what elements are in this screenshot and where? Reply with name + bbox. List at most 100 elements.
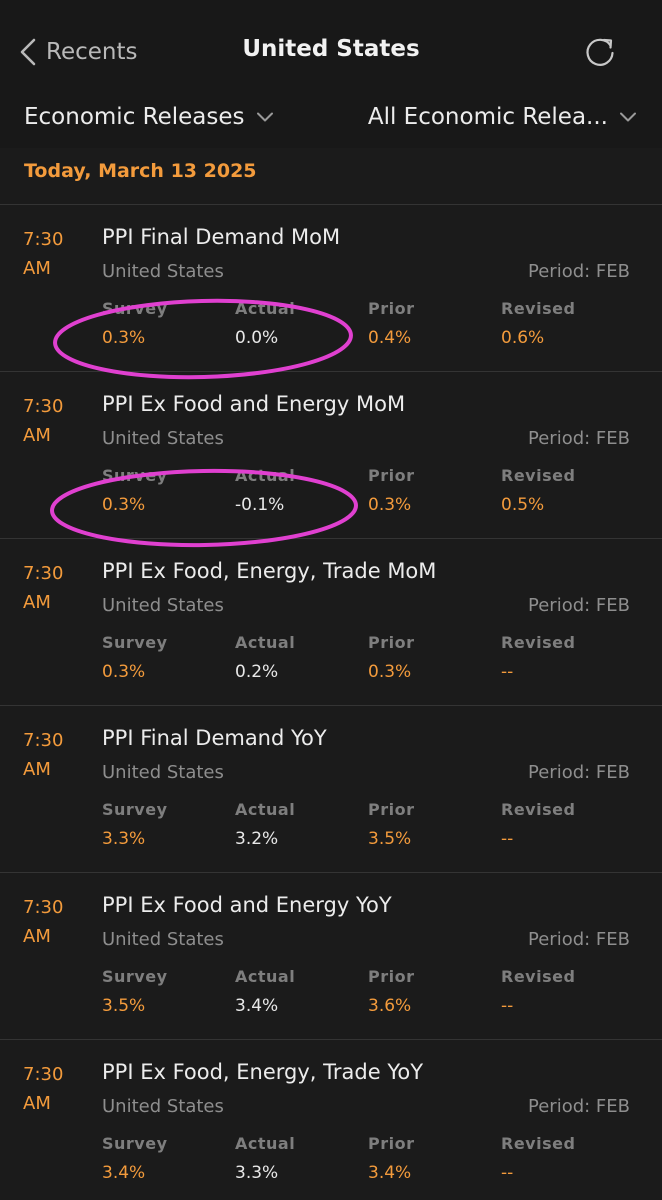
category-dropdown-label: Economic Releases [24,104,245,130]
prior-value: 0.3% [368,662,412,682]
release-period: Period: FEB [528,1096,630,1117]
release-name: PPI Ex Food and Energy MoM [102,392,406,416]
release-time: 7:30 AM [23,1064,64,1114]
release-name: PPI Ex Food, Energy, Trade MoM [102,559,437,583]
survey-label: Survey [102,1134,168,1153]
release-row[interactable]: 7:30 AM PPI Ex Food, Energy, Trade MoM Un… [0,538,662,705]
actual-stat: Actual 0.0% [235,299,345,348]
revised-stat: Revised -- [501,800,611,849]
revised-value: -- [501,662,514,682]
revised-label: Revised [501,800,576,819]
refresh-button[interactable] [582,34,618,70]
actual-value: -0.1% [235,495,285,515]
survey-value: 3.3% [102,829,146,849]
release-name: PPI Ex Food, Energy, Trade YoY [102,1060,424,1084]
prior-stat: Prior 3.6% [368,967,478,1016]
actual-stat: Actual 3.2% [235,800,345,849]
date-header: Today, March 13 2025 [24,160,257,182]
survey-stat: Survey 3.5% [102,967,212,1016]
release-country: United States [102,428,224,449]
revised-stat: Revised -- [501,1134,611,1183]
release-list: 7:30 AM PPI Final Demand MoM United State… [0,204,662,1200]
chevron-down-icon [256,112,273,122]
release-period: Period: FEB [528,762,630,783]
prior-label: Prior [368,466,415,485]
prior-label: Prior [368,1134,415,1153]
revised-label: Revised [501,633,576,652]
revised-value: 0.5% [501,495,545,515]
actual-stat: Actual 3.4% [235,967,345,1016]
revised-stat: Revised 0.6% [501,299,611,348]
revised-stat: Revised 0.5% [501,466,611,515]
prior-label: Prior [368,800,415,819]
filter-bar: Economic Releases All Economic Relea... [0,100,662,148]
survey-label: Survey [102,299,168,318]
actual-value: 3.2% [235,829,279,849]
survey-stat: Survey 0.3% [102,466,212,515]
prior-stat: Prior 3.5% [368,800,478,849]
survey-label: Survey [102,967,168,986]
actual-label: Actual [235,466,296,485]
refresh-icon [586,38,614,66]
survey-label: Survey [102,800,168,819]
survey-value: 0.3% [102,495,146,515]
release-period: Period: FEB [528,595,630,616]
prior-label: Prior [368,967,415,986]
prior-stat: Prior 0.3% [368,466,478,515]
release-country: United States [102,595,224,616]
actual-label: Actual [235,1134,296,1153]
release-period: Period: FEB [528,929,630,950]
actual-label: Actual [235,299,296,318]
actual-stat: Actual 3.3% [235,1134,345,1183]
prior-value: 0.3% [368,495,412,515]
release-row[interactable]: 7:30 AM PPI Ex Food and Energy MoM United… [0,371,662,538]
prior-value: 3.6% [368,996,412,1016]
survey-stat: Survey 3.3% [102,800,212,849]
prior-stat: Prior 0.3% [368,633,478,682]
release-name: PPI Final Demand MoM [102,225,341,249]
release-period: Period: FEB [528,428,630,449]
revised-value: -- [501,1163,514,1183]
prior-label: Prior [368,299,415,318]
revised-stat: Revised -- [501,967,611,1016]
actual-label: Actual [235,800,296,819]
release-row[interactable]: 7:30 AM PPI Final Demand YoY United State… [0,705,662,872]
survey-value: 3.4% [102,1163,146,1183]
survey-label: Survey [102,633,168,652]
release-country: United States [102,261,224,282]
release-time: 7:30 AM [23,563,64,613]
release-name: PPI Ex Food and Energy YoY [102,893,392,917]
release-time: 7:30 AM [23,730,64,780]
category-dropdown[interactable]: Economic Releases [24,104,273,130]
release-country: United States [102,1096,224,1117]
release-time: 7:30 AM [23,229,64,279]
survey-value: 0.3% [102,662,146,682]
revised-label: Revised [501,466,576,485]
subcategory-dropdown[interactable]: All Economic Relea... [368,104,636,130]
chevron-down-icon [620,112,636,122]
revised-value: 0.6% [501,328,545,348]
back-label: Recents [46,39,138,65]
actual-value: 3.4% [235,996,279,1016]
actual-stat: Actual 0.2% [235,633,345,682]
prior-stat: Prior 0.4% [368,299,478,348]
revised-label: Revised [501,299,576,318]
revised-label: Revised [501,1134,576,1153]
prior-value: 3.4% [368,1163,412,1183]
release-row[interactable]: 7:30 AM PPI Ex Food, Energy, Trade YoY Un… [0,1039,662,1200]
survey-value: 0.3% [102,328,146,348]
release-row[interactable]: 7:30 AM PPI Ex Food and Energy YoY United… [0,872,662,1039]
prior-label: Prior [368,633,415,652]
revised-value: -- [501,829,514,849]
release-time: 7:30 AM [23,396,64,446]
subcategory-dropdown-label: All Economic Relea... [367,104,608,130]
survey-value: 3.5% [102,996,146,1016]
release-row[interactable]: 7:30 AM PPI Final Demand MoM United State… [0,204,662,371]
release-time: 7:30 AM [23,897,64,947]
revised-label: Revised [501,967,576,986]
back-button[interactable]: Recents [18,34,137,70]
actual-value: 0.0% [235,328,279,348]
actual-value: 0.2% [235,662,279,682]
revised-stat: Revised -- [501,633,611,682]
